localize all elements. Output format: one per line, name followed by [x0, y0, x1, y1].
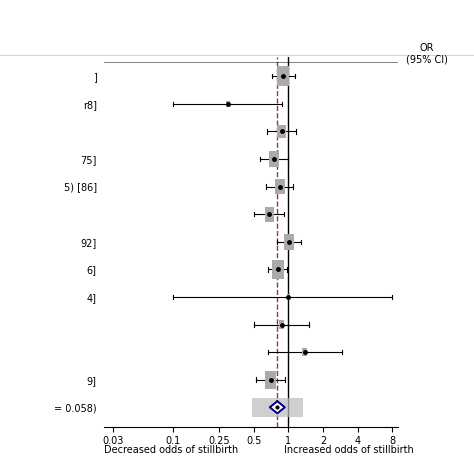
Bar: [284, 234, 294, 250]
Polygon shape: [270, 401, 285, 413]
Bar: [302, 348, 307, 356]
Bar: [252, 398, 302, 417]
Bar: [272, 260, 284, 279]
Bar: [277, 66, 290, 86]
Bar: [264, 207, 274, 221]
Bar: [227, 100, 230, 107]
Bar: [279, 320, 284, 329]
Bar: [265, 371, 276, 389]
Bar: [275, 179, 284, 194]
Text: OR
(95% CI): OR (95% CI): [406, 43, 447, 64]
Bar: [269, 151, 279, 167]
Bar: [287, 294, 290, 300]
Text: Increased odds of stillbirth: Increased odds of stillbirth: [284, 445, 414, 455]
Bar: [277, 125, 285, 138]
Text: Decreased odds of stillbirth: Decreased odds of stillbirth: [104, 445, 238, 455]
